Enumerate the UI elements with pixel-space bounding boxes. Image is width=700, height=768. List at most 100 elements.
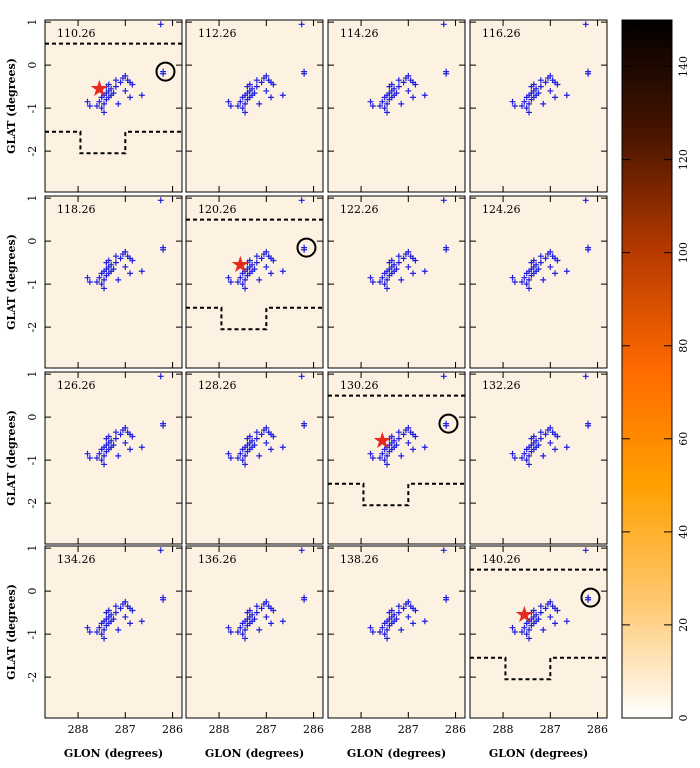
x-tick-label: 286	[445, 723, 466, 736]
source-cross	[93, 103, 100, 109]
source-cross	[242, 635, 249, 642]
source-cross	[526, 285, 533, 292]
panel-content	[45, 372, 182, 544]
source-cross	[244, 96, 251, 103]
intensity-map	[45, 546, 182, 718]
source-cross	[585, 70, 592, 77]
source-cross	[122, 439, 129, 446]
source-cross	[381, 457, 388, 464]
source-cross	[369, 103, 376, 109]
panel: 126.26 -2 -1 0 1 GLAT (degrees)	[5, 371, 183, 545]
x-axis-label: GLON (degrees)	[347, 747, 446, 760]
source-cross	[535, 90, 542, 97]
source-cross	[301, 596, 308, 603]
source-cross	[386, 96, 393, 103]
panel-content	[470, 20, 607, 192]
source-cross	[122, 613, 129, 620]
source-cross	[367, 624, 374, 631]
source-cross	[582, 197, 589, 204]
panel-content	[186, 196, 323, 368]
source-cross	[384, 452, 391, 459]
source-cross	[410, 605, 417, 612]
source-cross	[511, 629, 518, 635]
source-cross	[127, 620, 134, 627]
x-tick-label: 286	[587, 723, 608, 736]
source-cross	[101, 452, 108, 459]
y-tick-label: 0	[26, 62, 39, 69]
source-cross	[540, 626, 547, 633]
x-tick-label: 287	[398, 723, 419, 736]
circle-marker	[155, 61, 176, 82]
source-cross	[103, 622, 110, 629]
source-cross	[521, 98, 528, 105]
source-cross	[253, 259, 260, 266]
source-cross	[239, 631, 246, 638]
panel-frame	[469, 545, 608, 719]
source-cross	[160, 422, 167, 429]
panel: 116.26	[469, 19, 608, 193]
source-cross	[103, 272, 110, 279]
source-cross	[384, 635, 391, 642]
x-tick-label: 288	[351, 723, 372, 736]
panel-frame	[327, 195, 466, 369]
source-cross	[253, 77, 260, 84]
source-cross	[518, 103, 525, 109]
source-cross	[98, 457, 105, 464]
y-tick-label: 0	[26, 238, 39, 245]
source-cross	[268, 255, 275, 262]
intensity-map	[186, 546, 323, 718]
source-cross	[117, 605, 124, 612]
source-cross	[86, 103, 93, 109]
source-cross	[547, 87, 554, 94]
source-cross	[225, 450, 232, 457]
source-cross	[127, 94, 134, 101]
source-cross	[582, 547, 589, 554]
source-cross	[367, 274, 374, 281]
panel: 130.26	[327, 371, 466, 545]
source-cross	[537, 83, 544, 90]
source-cross	[263, 613, 270, 620]
source-cross	[103, 609, 110, 616]
source-cross	[381, 105, 388, 112]
panel-label: 124.26	[482, 203, 521, 216]
source-cross	[242, 100, 249, 107]
source-cross	[585, 246, 592, 253]
source-cross	[526, 635, 533, 642]
y-tick-label: -2	[26, 498, 39, 509]
source-cross	[523, 270, 530, 277]
source-cross	[110, 90, 117, 97]
source-cross	[253, 603, 260, 610]
source-cross	[521, 624, 528, 631]
source-cross	[279, 444, 286, 451]
panel-frame	[185, 371, 324, 545]
source-cross	[237, 274, 244, 281]
source-cross	[279, 268, 286, 275]
source-cross	[393, 266, 400, 273]
source-cross	[119, 75, 126, 82]
source-cross	[535, 442, 542, 449]
panel: 134.26 288 287 286 -2 -1 0 1 GLON (degrees) GLAT …	[5, 545, 183, 760]
source-cross	[103, 259, 110, 266]
source-cross	[96, 624, 103, 631]
source-cross	[523, 281, 530, 288]
source-cross	[157, 21, 164, 28]
source-cross	[379, 624, 386, 631]
source-cross	[242, 461, 249, 468]
source-cross	[86, 455, 93, 461]
source-cross	[384, 100, 391, 107]
panel-frame	[185, 195, 324, 369]
panel: 124.26	[469, 195, 608, 369]
source-cross	[528, 83, 535, 90]
source-cross	[552, 431, 559, 438]
source-cross	[234, 103, 241, 109]
panel-content	[328, 372, 465, 544]
star-marker	[231, 255, 249, 273]
source-cross	[386, 83, 393, 90]
source-cross	[440, 547, 447, 554]
source-cross	[298, 373, 305, 380]
source-cross	[381, 270, 388, 277]
source-cross	[552, 620, 559, 627]
panel: 120.26	[185, 195, 324, 369]
source-cross	[157, 373, 164, 380]
panel: 112.26	[185, 19, 324, 193]
